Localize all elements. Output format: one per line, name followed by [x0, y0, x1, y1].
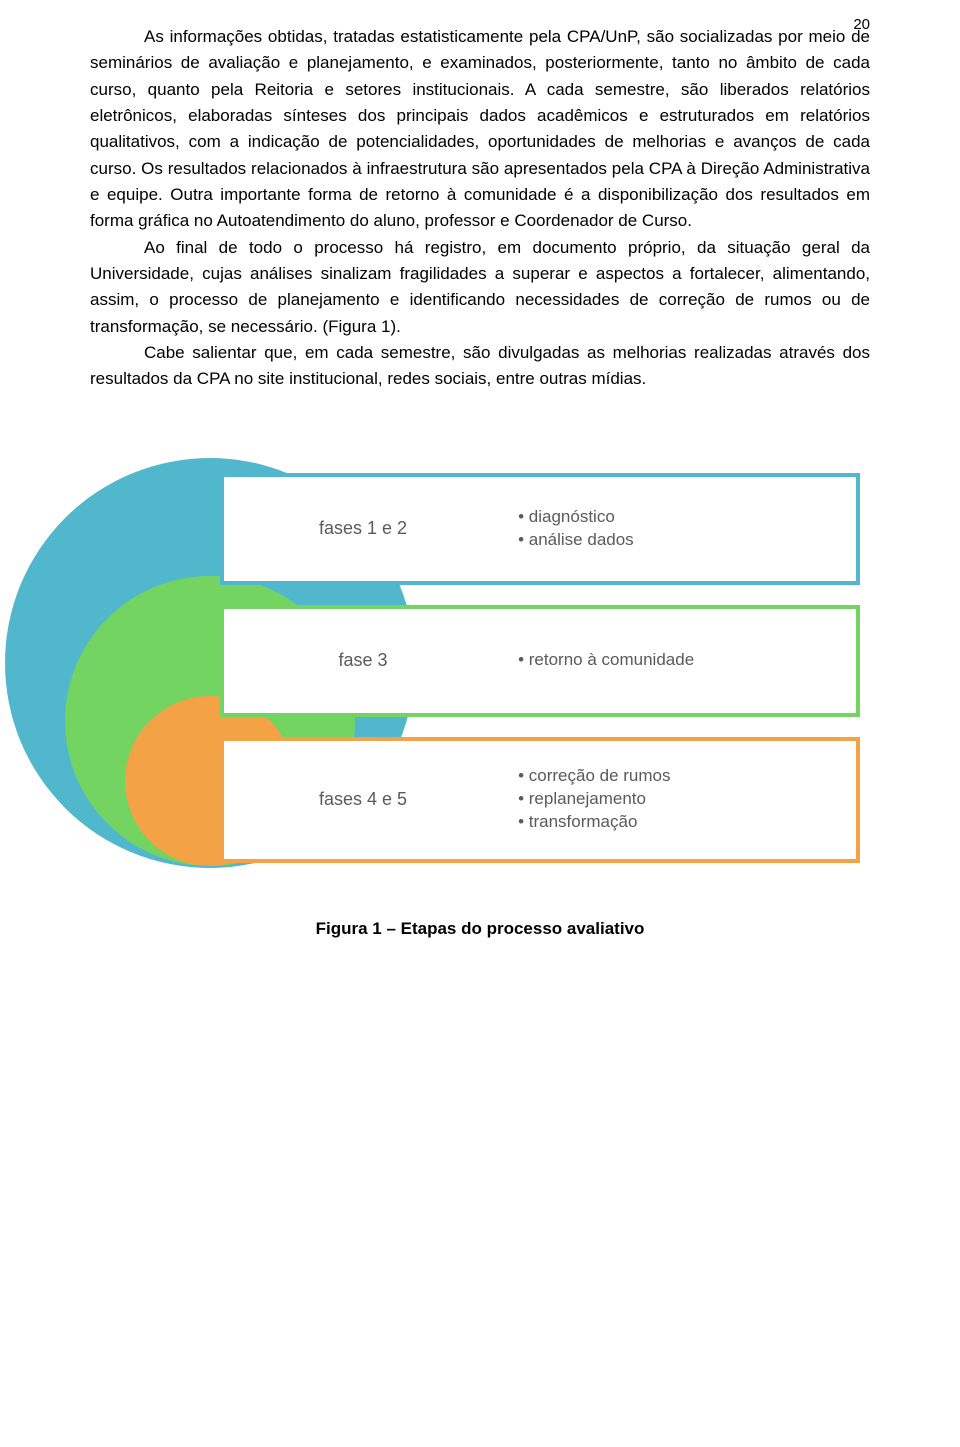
diagram-row: fases 1 e 2diagnósticoanálise dados — [220, 473, 860, 585]
diagram-bullet: diagnóstico — [518, 506, 856, 529]
diagram-bullet: retorno à comunidade — [518, 649, 856, 672]
paragraph: Cabe salientar que, em cada semestre, sã… — [90, 340, 870, 393]
diagram-row-bullets: correção de rumosreplanejamentotransform… — [502, 765, 856, 834]
diagram-row: fases 4 e 5correção de rumosreplanejamen… — [220, 737, 860, 863]
body-text: As informações obtidas, tratadas estatis… — [90, 24, 870, 393]
page-number: 20 — [853, 16, 870, 33]
diagram-bullet: análise dados — [518, 529, 856, 552]
paragraph: As informações obtidas, tratadas estatis… — [90, 24, 870, 235]
diagram-bullet: transformação — [518, 811, 856, 834]
diagram-bullet: replanejamento — [518, 788, 856, 811]
diagram-row-label: fase 3 — [224, 650, 502, 671]
diagram-row-bullets: diagnósticoanálise dados — [502, 506, 856, 552]
diagram-row-label: fases 1 e 2 — [224, 518, 502, 539]
document-page: 20 As informações obtidas, tratadas esta… — [0, 0, 960, 979]
diagram-row-label: fases 4 e 5 — [224, 789, 502, 810]
figure-wrap: fases 1 e 2diagnósticoanálise dadosfase … — [90, 453, 870, 873]
diagram-row-bullets: retorno à comunidade — [502, 649, 856, 672]
paragraph: Ao final de todo o processo há registro,… — [90, 235, 870, 340]
diagram-row: fase 3 retorno à comunidade — [220, 605, 860, 717]
process-diagram: fases 1 e 2diagnósticoanálise dadosfase … — [90, 453, 870, 873]
diagram-bullet: correção de rumos — [518, 765, 856, 788]
figure-caption: Figura 1 – Etapas do processo avaliativo — [90, 919, 870, 939]
